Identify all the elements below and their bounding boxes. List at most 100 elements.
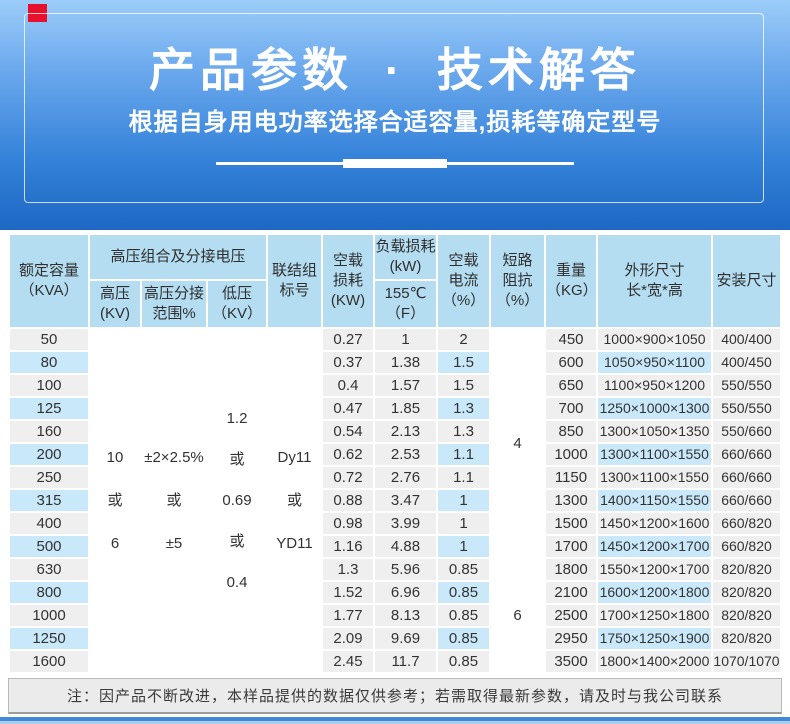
col-header-weight: 重量 （KG）	[546, 235, 598, 327]
cell-load-loss: 11.7	[375, 651, 436, 672]
cell-no-load-loss: 0.54	[323, 421, 373, 442]
cell-install-size: 400/450	[713, 352, 780, 373]
col-header-install-size: 安装尺寸	[713, 235, 780, 327]
cell-rated-capacity: 800	[10, 582, 88, 603]
cell-weight: 2500	[546, 605, 596, 626]
table-row: 800 1.52 6.96 0.85 2100 1600×1200×1800 820/820	[10, 582, 780, 603]
col-header-lv: 低压 （KV）	[208, 281, 266, 327]
spec-table-head: 额定容量 （KVA） 高压组合及分接电压 联结组 标号 空载 损耗 (KW) 负	[10, 235, 780, 327]
cell-weight: 1700	[546, 536, 596, 557]
cell-dimensions: 1750×1250×1900	[598, 628, 711, 649]
cell-no-load-current: 1.3	[438, 398, 489, 419]
table-row: 630 1.3 5.96 0.85 6 1800 1550×1200×1700 820/820	[10, 559, 780, 672]
cell-rated-capacity: 400	[10, 513, 88, 534]
cell-install-size: 660/660	[713, 467, 780, 488]
cell-load-loss: 3.99	[375, 513, 436, 534]
cell-dimensions: 1050×950×1100	[598, 352, 711, 373]
note-bar: 注：因产品不断改进，本样品提供的数据仅供参考；若需取得最新参数，请及时与我公司联…	[8, 678, 782, 714]
table-row: 1250 2.09 9.69 0.85 2950 1750×1250×1900 820/82…	[10, 628, 780, 649]
cell-rated-capacity: 80	[10, 352, 88, 373]
col-header-no-load-loss: 空载 损耗 (KW)	[323, 235, 373, 327]
cell-load-loss: 5.96	[375, 559, 436, 580]
cell-no-load-loss: 0.4	[323, 375, 373, 396]
col-header-rated-capacity: 额定容量 （KVA）	[10, 235, 88, 327]
cell-dimensions: 1450×1200×1700	[598, 536, 711, 557]
cell-no-load-current: 0.85	[438, 605, 489, 626]
cell-weight: 2100	[546, 582, 596, 603]
banner-title: 产品参数 · 技术解答	[149, 44, 641, 96]
cell-load-loss: 2.53	[375, 444, 436, 465]
cell-rated-capacity: 100	[10, 375, 88, 396]
table-row: 1000 1.77 8.13 0.85 2500 1700×1250×1800 820/82…	[10, 605, 780, 626]
cell-weight: 1150	[546, 467, 596, 488]
cell-weight: 1000	[546, 444, 596, 465]
table-row: 400 0.98 3.99 1 1500 1450×1200×1600 660/820	[10, 513, 780, 534]
cell-dimensions: 1800×1400×2000	[598, 651, 711, 672]
table-row: 250 0.72 2.76 1.1 1150 1300×1100×1550 660/660	[10, 467, 780, 488]
banner-content: 产品参数 · 技术解答 根据自身用电功率选择合适容量,损耗等确定型号	[0, 0, 790, 168]
cell-no-load-loss: 0.27	[323, 329, 373, 350]
cell-dimensions: 1550×1200×1700	[598, 559, 711, 580]
cell-no-load-loss: 0.88	[323, 490, 373, 511]
divider-line-right	[447, 162, 574, 165]
hero-banner: 产品参数 · 技术解答 根据自身用电功率选择合适容量,损耗等确定型号	[0, 0, 790, 230]
cell-vector-group-merged: Dy11 或 YD11	[268, 329, 321, 672]
cell-no-load-loss: 0.72	[323, 467, 373, 488]
cell-dimensions: 1600×1200×1800	[598, 582, 711, 603]
cell-rated-capacity: 200	[10, 444, 88, 465]
cell-no-load-current: 0.85	[438, 628, 489, 649]
cell-no-load-current: 1.1	[438, 467, 489, 488]
cell-install-size: 660/820	[713, 513, 780, 534]
cell-no-load-current: 1	[438, 513, 489, 534]
cell-rated-capacity: 50	[10, 329, 88, 350]
table-row: 50 10 或 6 ±2×2.5% 或 ±5 1.2 或 0.69 或 0.4 Dy11 或 YD11 0.2…	[10, 329, 780, 672]
cell-no-load-loss: 0.37	[323, 352, 373, 373]
col-header-hv-group: 高压组合及分接电压	[90, 235, 266, 279]
cell-load-loss: 1.57	[375, 375, 436, 396]
cell-load-loss: 9.69	[375, 628, 436, 649]
cell-load-loss: 8.13	[375, 605, 436, 626]
cell-dimensions: 1700×1250×1800	[598, 605, 711, 626]
cell-no-load-current: 1.1	[438, 444, 489, 465]
spec-table: 额定容量 （KVA） 高压组合及分接电压 联结组 标号 空载 损耗 (KW) 负	[8, 233, 782, 674]
cell-no-load-loss: 1.77	[323, 605, 373, 626]
cell-weight: 650	[546, 375, 596, 396]
cell-rated-capacity: 500	[10, 536, 88, 557]
cell-impedance-merged-top: 4	[491, 329, 544, 557]
cell-load-loss: 1.85	[375, 398, 436, 419]
cell-rated-capacity: 315	[10, 490, 88, 511]
cell-no-load-current: 0.85	[438, 651, 489, 672]
table-row: 1600 2.45 11.7 0.85 3500 1800×1400×2000 1070/1…	[10, 651, 780, 672]
cell-install-size: 820/820	[713, 582, 780, 603]
cell-install-size: 820/820	[713, 559, 780, 580]
cell-dimensions: 1000×900×1050	[598, 329, 711, 350]
cell-rated-capacity: 250	[10, 467, 88, 488]
cell-no-load-current: 1.3	[438, 421, 489, 442]
cell-install-size: 550/550	[713, 375, 780, 396]
cell-no-load-current: 0.85	[438, 559, 489, 580]
cell-no-load-loss: 0.62	[323, 444, 373, 465]
cell-dimensions: 1450×1200×1600	[598, 513, 711, 534]
cell-rated-capacity: 160	[10, 421, 88, 442]
cell-hv-tap-merged: ±2×2.5% 或 ±5	[142, 329, 206, 672]
cell-rated-capacity: 1250	[10, 628, 88, 649]
cell-load-loss: 3.47	[375, 490, 436, 511]
cell-no-load-loss: 2.09	[323, 628, 373, 649]
table-row: 100 0.4 1.57 1.5 650 1100×950×1200 550/550	[10, 375, 780, 396]
cell-install-size: 820/820	[713, 605, 780, 626]
cell-dimensions: 1100×950×1200	[598, 375, 711, 396]
cell-dimensions: 1250×1000×1300	[598, 398, 711, 419]
cell-no-load-current: 1.5	[438, 375, 489, 396]
cell-no-load-current: 1	[438, 490, 489, 511]
col-header-hv: 高压 (KV)	[90, 281, 140, 327]
cell-load-loss: 1.38	[375, 352, 436, 373]
col-header-load-loss-temp: 155℃ （F）	[375, 281, 436, 327]
table-row: 125 0.47 1.85 1.3 700 1250×1000×1300 550/550	[10, 398, 780, 419]
cell-install-size: 400/400	[713, 329, 780, 350]
col-header-no-load-current: 空载 电流 （%）	[438, 235, 489, 327]
cell-dimensions: 1400×1150×1550	[598, 490, 711, 511]
cell-no-load-loss: 0.47	[323, 398, 373, 419]
col-header-dimensions: 外形尺寸 长*宽*高	[598, 235, 711, 327]
cell-no-load-loss: 1.3	[323, 559, 373, 580]
table-row: 160 0.54 2.13 1.3 850 1300×1050×1350 550/660	[10, 421, 780, 442]
